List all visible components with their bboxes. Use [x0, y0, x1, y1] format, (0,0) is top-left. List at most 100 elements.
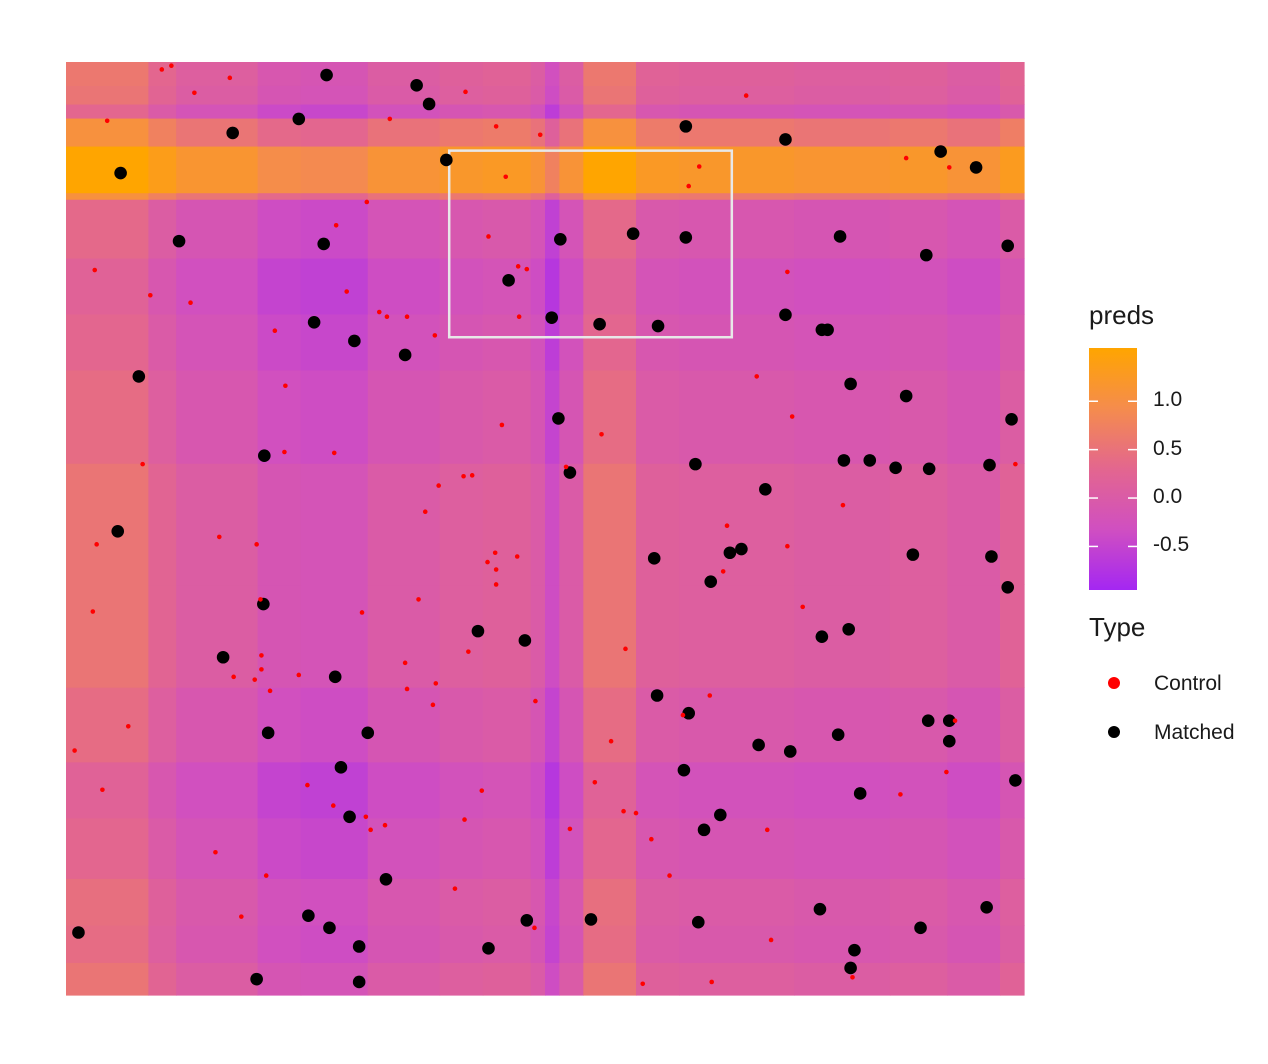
heatmap-tile	[367, 103, 441, 119]
control-point	[140, 461, 145, 467]
matched-point	[651, 319, 665, 333]
heatmap-tile	[545, 192, 560, 200]
heatmap-tile	[257, 962, 302, 996]
heatmap-tile	[679, 369, 795, 464]
matched-point	[942, 734, 956, 748]
type-legend-title: Type	[1089, 612, 1146, 642]
control-point	[267, 688, 273, 694]
matched-point	[132, 370, 146, 383]
heatmap-tile	[559, 962, 584, 996]
heatmap-tile	[583, 257, 637, 315]
heatmap-tile	[1000, 817, 1025, 879]
heatmap-tile	[889, 761, 948, 819]
heatmap-tile	[66, 878, 149, 926]
matched-point	[216, 650, 230, 664]
control-point	[686, 183, 691, 189]
matched-point	[697, 823, 711, 837]
heatmap-tile	[482, 687, 532, 763]
heatmap-tile	[559, 687, 584, 763]
matched-point	[980, 900, 993, 914]
heatmap-tile	[439, 257, 484, 315]
control-point	[259, 653, 264, 658]
heatmap-tile	[257, 761, 302, 819]
heatmap-tile	[257, 687, 302, 763]
heatmap-tile	[583, 192, 637, 200]
heatmap-tile	[794, 145, 891, 194]
color-bar-tick-label: -0.5	[1153, 533, 1190, 557]
heatmap-tile	[367, 463, 441, 586]
heatmap-tile	[482, 103, 532, 119]
heatmap-tile	[794, 199, 891, 259]
control-point	[764, 827, 770, 833]
matched-point	[844, 377, 857, 391]
heatmap-tile	[300, 257, 369, 315]
control-point	[563, 464, 569, 470]
fill-legend-title: preds	[1089, 300, 1155, 330]
matched-point	[783, 745, 797, 758]
control-point	[599, 431, 604, 437]
heatmap-tile	[1000, 584, 1025, 688]
heatmap-tile	[148, 925, 177, 963]
heatmap-tile	[583, 687, 637, 763]
heatmap-tile	[148, 878, 177, 926]
heatmap-tile	[300, 761, 369, 819]
control-point	[452, 886, 458, 891]
control-legend-key	[1108, 677, 1120, 689]
heatmap-tile	[583, 463, 637, 586]
control-point	[330, 803, 336, 808]
heatmap-tile	[794, 962, 891, 996]
heatmap-tile	[530, 925, 546, 963]
heatmap-tile	[176, 962, 259, 996]
heatmap-tile	[367, 925, 441, 963]
heatmap-tile	[545, 878, 560, 926]
heatmap-tile	[367, 257, 441, 315]
heatmap-tile	[947, 761, 1001, 819]
heatmap-tile	[257, 878, 302, 926]
heatmap-tile	[794, 761, 891, 819]
matched-point	[545, 311, 559, 324]
heatmap-tile	[1000, 463, 1025, 586]
heatmap-tile	[679, 103, 795, 119]
control-point	[466, 649, 471, 654]
control-point	[363, 814, 369, 820]
heatmap-tile	[176, 463, 259, 586]
heatmap-tile	[947, 199, 1001, 259]
control-point	[148, 292, 153, 298]
matched-point	[863, 454, 877, 467]
heatmap-tile	[545, 925, 560, 963]
heatmap-tile	[583, 199, 637, 259]
heatmap-tile	[367, 313, 441, 371]
heatmap-tile	[636, 85, 680, 105]
control-point	[720, 569, 726, 574]
control-point	[743, 93, 749, 98]
heatmap-tile	[439, 687, 484, 763]
control-point	[696, 164, 702, 169]
control-legend-label: Control	[1154, 672, 1222, 695]
heatmap-tile	[530, 145, 546, 194]
control-point	[1013, 461, 1018, 467]
control-point	[533, 698, 538, 704]
matched-legend-key	[1108, 726, 1120, 738]
control-point	[125, 723, 131, 729]
heatmap-tile	[66, 463, 149, 586]
heatmap-tile	[889, 257, 948, 315]
heatmap-tile	[367, 145, 441, 194]
control-point	[94, 542, 99, 547]
matched-point	[626, 227, 640, 240]
heatmap-tile	[889, 103, 948, 119]
matched-point	[307, 316, 321, 329]
matched-point	[317, 237, 331, 251]
heatmap-tile	[583, 313, 637, 371]
matched-point	[714, 808, 727, 822]
heatmap-tile	[794, 62, 891, 86]
heatmap-tile	[439, 103, 484, 119]
heatmap-tile	[530, 257, 546, 315]
heatmap-tile	[679, 192, 795, 200]
heatmap-tile	[1000, 925, 1025, 963]
control-point	[432, 333, 438, 338]
heatmap-tile	[636, 878, 680, 926]
matched-point	[348, 334, 361, 348]
heatmap-tile	[794, 192, 891, 200]
heatmap-tile	[679, 62, 795, 86]
